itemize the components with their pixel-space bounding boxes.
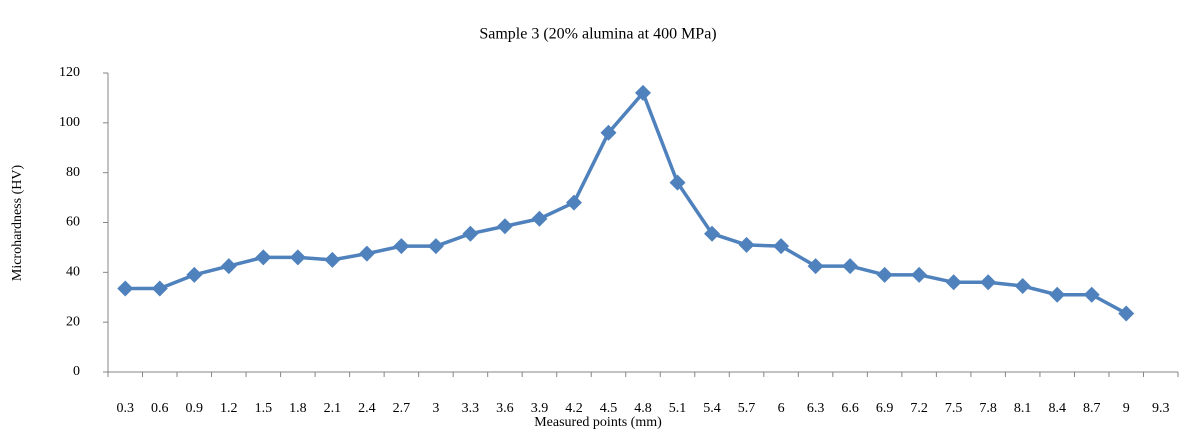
x-tick-label: 3 xyxy=(432,401,439,416)
data-line xyxy=(125,91,1128,315)
data-point xyxy=(289,249,306,266)
x-tick-label: 1.8 xyxy=(289,401,307,416)
x-tick-label: 9.3 xyxy=(1152,401,1170,416)
data-point xyxy=(186,266,203,283)
data-point xyxy=(1118,305,1135,322)
data-point xyxy=(669,174,686,191)
x-tick-label: 1.2 xyxy=(220,401,238,416)
x-tick-label: 7.5 xyxy=(945,401,963,416)
data-point xyxy=(1049,286,1066,303)
data-point xyxy=(117,280,134,297)
data-point xyxy=(738,236,755,253)
x-tick-label: 1.5 xyxy=(255,401,273,416)
data-point xyxy=(635,84,651,101)
data-point xyxy=(945,274,962,291)
x-tick-label: 6.3 xyxy=(807,401,825,416)
x-tick-label: 0.9 xyxy=(186,401,204,416)
data-point xyxy=(496,218,513,235)
data-point xyxy=(358,245,375,262)
x-tick-label: 5.4 xyxy=(703,401,721,416)
data-point xyxy=(600,124,617,141)
data-point xyxy=(151,280,168,297)
x-tick-label: 4.2 xyxy=(565,401,583,416)
chart-title: Sample 3 (20% alumina at 400 MPa) xyxy=(479,26,716,43)
x-tick-label: 8.7 xyxy=(1083,401,1101,416)
y-tick-label: 40 xyxy=(66,265,80,280)
x-tick-label: 0.3 xyxy=(117,401,135,416)
x-tick-label: 3.9 xyxy=(531,401,549,416)
x-tick-label: 6.9 xyxy=(876,401,894,416)
y-axis-title: Microhardness (HV) xyxy=(10,165,25,282)
x-tick-label: 3.3 xyxy=(462,401,480,416)
y-tick-label: 60 xyxy=(66,215,80,230)
y-tick-label: 80 xyxy=(66,165,80,180)
data-point xyxy=(427,238,444,255)
x-tick-label: 9 xyxy=(1123,401,1130,416)
x-tick-label: 6.6 xyxy=(841,401,859,416)
data-point xyxy=(324,251,341,268)
x-tick-label: 7.8 xyxy=(979,401,997,416)
x-tick-label: 3.6 xyxy=(496,401,514,416)
data-point xyxy=(842,258,859,275)
x-axis-title: Measured points (mm) xyxy=(534,415,662,430)
x-tick-label: 4.5 xyxy=(600,401,618,416)
data-point xyxy=(980,274,997,291)
data-point xyxy=(531,210,548,227)
x-tick-label: 7.2 xyxy=(910,401,928,416)
data-point xyxy=(565,194,582,211)
data-point xyxy=(773,238,790,255)
x-tick-label: 6 xyxy=(778,401,785,416)
data-point xyxy=(1014,278,1031,295)
data-point xyxy=(1083,286,1100,303)
y-tick-label: 100 xyxy=(59,115,80,130)
x-tick-label: 2.7 xyxy=(393,401,411,416)
x-tick-label: 0.6 xyxy=(151,401,169,416)
x-tick-label: 2.4 xyxy=(358,401,376,416)
data-point xyxy=(807,258,824,275)
x-tick-label: 4.8 xyxy=(634,401,652,416)
data-point xyxy=(876,266,893,283)
data-point xyxy=(462,225,479,242)
data-point xyxy=(255,249,272,266)
data-point xyxy=(220,258,237,275)
data-point xyxy=(911,266,928,283)
x-tick-label: 2.1 xyxy=(324,401,342,416)
x-tick-label: 8.1 xyxy=(1014,401,1032,416)
y-tick-label: 120 xyxy=(59,65,80,80)
x-tick-label: 5.1 xyxy=(669,401,687,416)
y-tick-label: 0 xyxy=(73,364,80,379)
data-point xyxy=(704,225,721,242)
x-tick-label: 5.7 xyxy=(738,401,756,416)
y-tick-label: 20 xyxy=(66,314,80,329)
x-tick-label: 8.4 xyxy=(1048,401,1066,416)
data-point xyxy=(393,238,410,255)
